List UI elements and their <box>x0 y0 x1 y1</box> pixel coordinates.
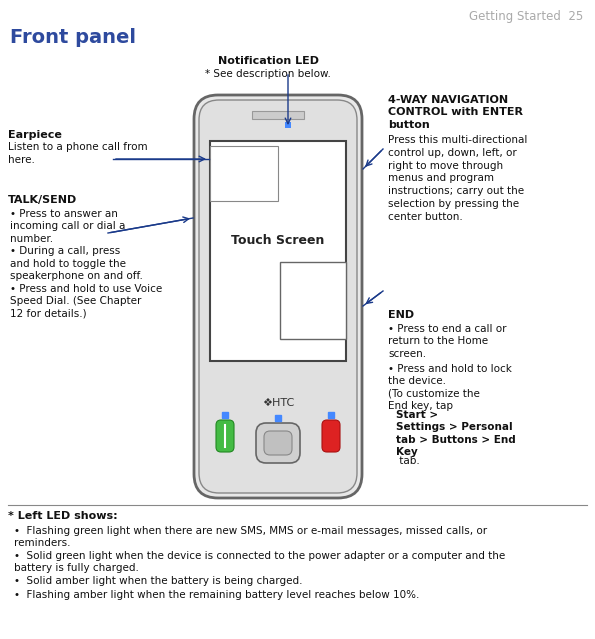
Text: TALK/SEND: TALK/SEND <box>8 195 77 205</box>
Text: • Press to answer an
incoming call or dial a
number.: • Press to answer an incoming call or di… <box>10 209 126 244</box>
FancyBboxPatch shape <box>194 95 362 498</box>
Text: •  Solid green light when the device is connected to the power adapter or a comp: • Solid green light when the device is c… <box>14 551 505 573</box>
Text: * See description below.: * See description below. <box>205 69 331 79</box>
Text: • Press and hold to use Voice
Speed Dial. (See Chapter
12 for details.): • Press and hold to use Voice Speed Dial… <box>10 284 162 319</box>
Text: • During a call, press
and hold to toggle the
speakerphone on and off.: • During a call, press and hold to toggl… <box>10 247 143 281</box>
FancyBboxPatch shape <box>199 100 357 493</box>
Text: • Press to end a call or
return to the Home
screen.: • Press to end a call or return to the H… <box>388 324 506 359</box>
Text: Getting Started  25: Getting Started 25 <box>469 10 583 23</box>
FancyBboxPatch shape <box>264 431 292 455</box>
Text: Front panel: Front panel <box>10 28 136 47</box>
Text: tab.: tab. <box>396 456 419 466</box>
Bar <box>280 262 346 339</box>
Text: •  Flashing green light when there are new SMS, MMS or e-mail messages, missed c: • Flashing green light when there are ne… <box>14 526 487 548</box>
Text: 4-WAY NAVIGATION
CONTROL with ENTER
button: 4-WAY NAVIGATION CONTROL with ENTER butt… <box>388 95 523 130</box>
FancyBboxPatch shape <box>256 423 300 463</box>
Text: Notification LED: Notification LED <box>218 56 318 66</box>
Text: •  Solid amber light when the battery is being charged.: • Solid amber light when the battery is … <box>14 576 302 586</box>
Text: * Left LED shows:: * Left LED shows: <box>8 511 118 521</box>
Text: Touch Screen: Touch Screen <box>231 233 325 247</box>
Bar <box>285 122 291 128</box>
Text: Listen to a phone call from
here.: Listen to a phone call from here. <box>8 142 148 165</box>
FancyBboxPatch shape <box>216 420 234 452</box>
Text: Earpiece: Earpiece <box>8 130 62 140</box>
Text: Start >
Settings > Personal
tab > Buttons > End
Key: Start > Settings > Personal tab > Button… <box>396 410 516 457</box>
Bar <box>210 146 278 201</box>
Bar <box>252 111 304 119</box>
Text: Press this multi-directional
control up, down, left, or
right to move through
me: Press this multi-directional control up,… <box>388 135 527 222</box>
Text: ❖HTC: ❖HTC <box>262 398 294 408</box>
Text: •  Flashing amber light when the remaining battery level reaches below 10%.: • Flashing amber light when the remainin… <box>14 590 419 599</box>
FancyBboxPatch shape <box>322 420 340 452</box>
Bar <box>210 141 346 361</box>
Text: • Press and hold to lock
the device.
(To customize the
End key, tap: • Press and hold to lock the device. (To… <box>388 364 512 412</box>
Text: END: END <box>388 310 414 320</box>
